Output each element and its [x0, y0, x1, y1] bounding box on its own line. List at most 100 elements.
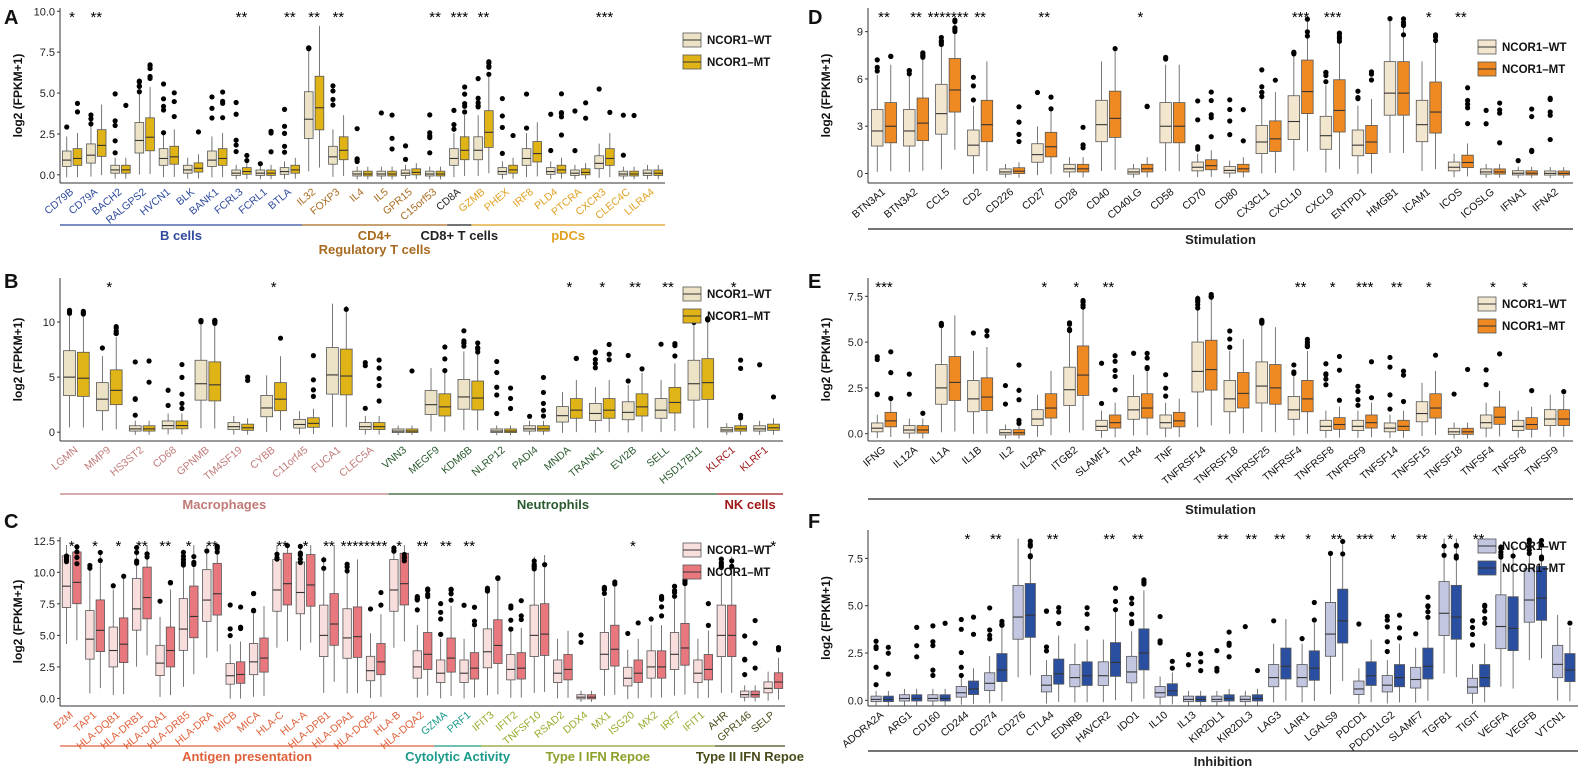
outlier-point — [1080, 145, 1086, 151]
outlier-point — [742, 671, 748, 678]
significance-mark: ** — [90, 9, 102, 26]
outlier-point — [1441, 543, 1447, 549]
box-body — [569, 398, 583, 419]
outlier-point — [1441, 552, 1447, 558]
outlier-point — [451, 126, 457, 132]
gene-label: BTN3A1 — [850, 186, 888, 221]
significance-mark: ** — [1217, 531, 1229, 548]
outlier-point — [1066, 321, 1073, 327]
group-label: Stimulation — [1185, 502, 1256, 517]
y-tick-label: 0.0 — [40, 693, 55, 705]
box-body — [482, 628, 493, 669]
box-body — [1053, 658, 1065, 685]
outlier-point — [671, 588, 678, 594]
outlier-point — [738, 365, 744, 371]
box-body — [194, 359, 208, 401]
box-body — [884, 411, 897, 428]
outlier-point — [471, 604, 478, 610]
gene-label: ICOS — [1437, 186, 1464, 212]
box-mt-fuca1 — [339, 306, 353, 428]
outlier-point — [508, 603, 514, 609]
box-body — [968, 680, 980, 695]
box-body — [563, 654, 573, 681]
outlier-point — [738, 357, 744, 363]
box-wt-cd244 — [955, 616, 967, 705]
outlier-point — [112, 122, 118, 129]
outlier-point — [1538, 555, 1545, 561]
significance-mark: ** — [1274, 531, 1286, 548]
outlier-point — [1129, 611, 1135, 617]
outlier-point — [165, 387, 171, 393]
box-wt-klrf1 — [753, 362, 766, 435]
box-body — [967, 129, 980, 157]
box-body — [646, 650, 656, 679]
legend-label-wt: NCOR1–WT — [1502, 541, 1567, 553]
box-body — [1255, 361, 1268, 404]
outlier-point — [1432, 352, 1439, 358]
box-mt-slamf7 — [1422, 594, 1434, 701]
box-mt-hla-b — [399, 545, 409, 642]
outlier-point — [1141, 577, 1147, 583]
box-body — [1511, 419, 1525, 431]
outlier-point — [970, 74, 976, 80]
outlier-point — [1056, 605, 1062, 611]
outlier-point — [88, 116, 94, 122]
outlier-point — [1043, 608, 1050, 614]
outlier-point — [1080, 299, 1086, 305]
box-body — [1126, 655, 1138, 684]
outlier-point — [742, 633, 748, 639]
outlier-point — [494, 410, 500, 417]
box-mt-prf1 — [469, 604, 480, 698]
gene-label: VTCN1 — [1534, 709, 1568, 740]
outlier-point — [144, 551, 150, 557]
outlier-point — [540, 413, 547, 419]
box-body — [1544, 409, 1557, 426]
group-label: Type I IFN Repoe — [546, 749, 651, 764]
outlier-point — [134, 549, 140, 556]
outlier-point — [527, 413, 533, 419]
outlier-point — [1368, 395, 1375, 401]
outlier-point — [475, 76, 481, 82]
outlier-point — [1465, 121, 1471, 127]
significance-mark: ** — [1038, 9, 1050, 26]
box-mt-hla-dqb2 — [376, 589, 386, 697]
box-mt-cd58 — [1173, 64, 1186, 172]
box-body — [1127, 396, 1140, 420]
outlier-point — [179, 400, 185, 407]
box-wt-tnfsf10 — [529, 556, 539, 693]
box-body — [1415, 401, 1429, 423]
box-body — [225, 663, 235, 685]
outlier-point — [113, 330, 119, 337]
outlier-point — [1198, 659, 1204, 665]
y-tick-label: 12.5 — [34, 536, 55, 548]
box-mt-blk — [193, 129, 204, 179]
outlier-point — [74, 544, 80, 550]
box-wt-gpr15 — [400, 143, 411, 180]
outlier-point — [461, 343, 467, 349]
box-wt-clec4c — [618, 112, 629, 180]
y-tick-label: 2.5 — [848, 648, 863, 660]
box-mt-ifit2 — [516, 598, 526, 698]
outlier-point — [171, 98, 177, 105]
box-body — [1223, 380, 1236, 413]
gene-label: SLAMF1 — [1073, 444, 1112, 480]
outlier-point — [147, 65, 153, 72]
box-wt-mnda — [556, 392, 569, 433]
box-mt-hla-dqb1 — [119, 573, 129, 695]
gene-label: ICAM1 — [1400, 186, 1432, 216]
outlier-point — [1529, 148, 1535, 155]
box-mt-c15orf53 — [435, 166, 446, 180]
y-tick-label: 0 — [49, 427, 55, 439]
box-body — [169, 145, 180, 165]
outlier-point — [507, 395, 514, 402]
significance-mark: ** — [136, 538, 148, 555]
box-body — [871, 109, 884, 147]
box-body — [1287, 95, 1301, 140]
outlier-point — [540, 374, 547, 381]
box-wt-tnfrsf9 — [1351, 383, 1365, 438]
box-mt-tnfrsf9 — [1365, 359, 1378, 438]
significance-mark: * — [1041, 279, 1047, 296]
outlier-point — [1483, 367, 1489, 373]
box-wt-vtcn1 — [1552, 614, 1564, 701]
box-body — [227, 422, 241, 430]
